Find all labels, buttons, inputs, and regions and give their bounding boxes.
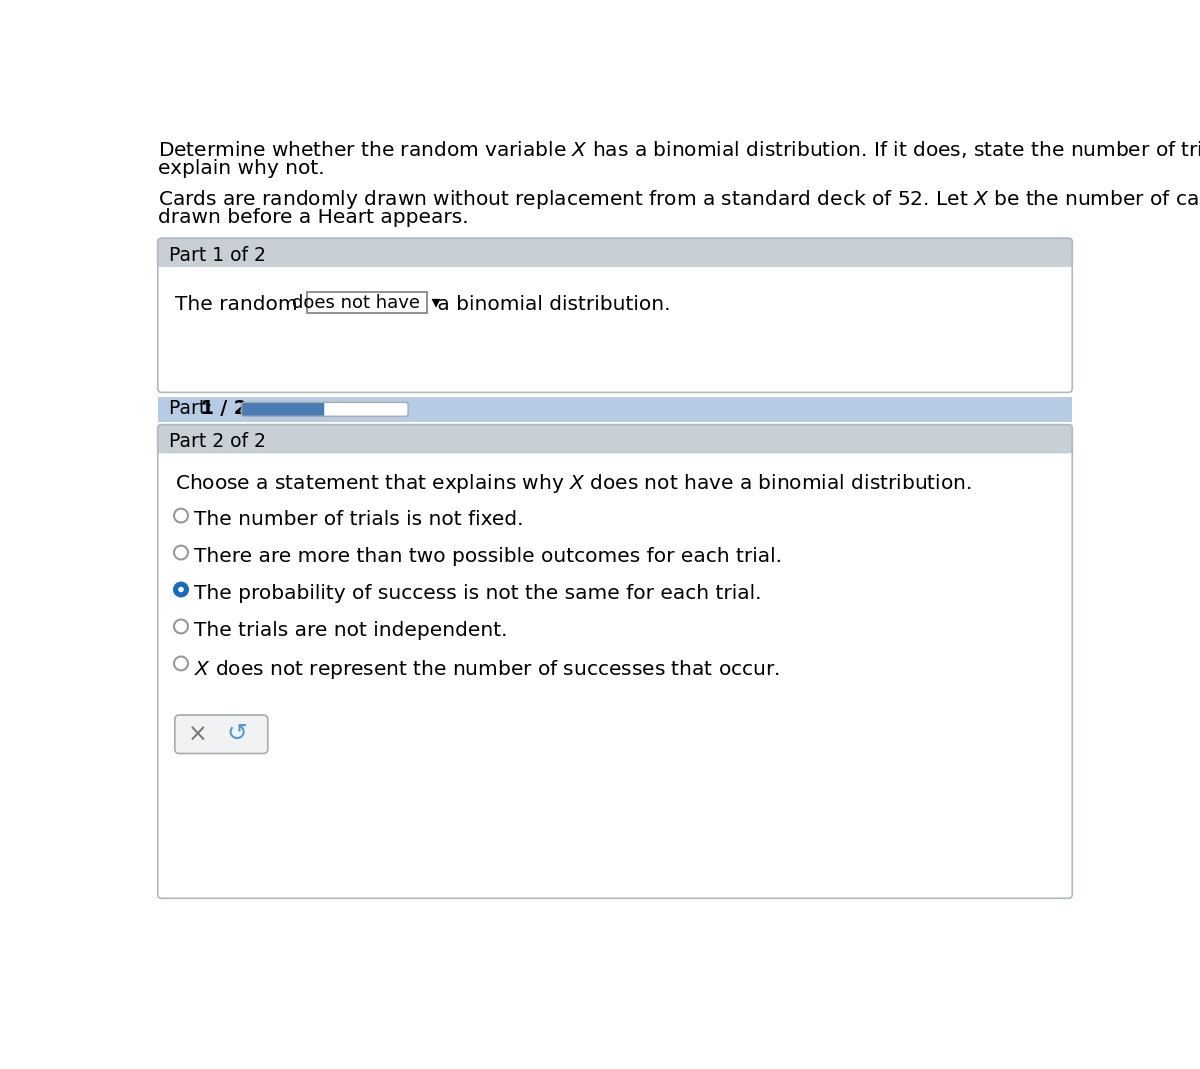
Circle shape — [174, 656, 188, 670]
FancyBboxPatch shape — [241, 402, 324, 416]
Text: $X$ does not represent the number of successes that occur.: $X$ does not represent the number of suc… — [194, 659, 780, 681]
Bar — [158, 446, 1072, 453]
Bar — [158, 260, 1072, 267]
Circle shape — [174, 583, 188, 597]
Text: The probability of success is not the same for each trial.: The probability of success is not the sa… — [194, 584, 762, 603]
Text: There are more than two possible outcomes for each trial.: There are more than two possible outcome… — [194, 547, 782, 567]
Text: Choose a statement that explains why $X$ does not have a binomial distribution.: Choose a statement that explains why $X$… — [175, 471, 972, 495]
Text: Part 1 of 2: Part 1 of 2 — [169, 246, 266, 265]
Circle shape — [174, 620, 188, 634]
Bar — [157, 397, 1073, 421]
Text: Part:: Part: — [168, 399, 218, 418]
Text: does not have  ▾: does not have ▾ — [293, 294, 440, 312]
Text: The random variable: The random variable — [175, 295, 391, 314]
Text: ↺: ↺ — [227, 723, 247, 746]
Text: explain why not.: explain why not. — [157, 159, 324, 179]
Bar — [306, 292, 427, 313]
Text: Part 2 of 2: Part 2 of 2 — [169, 433, 266, 451]
Text: a binomial distribution.: a binomial distribution. — [431, 295, 671, 314]
Text: Cards are randomly drawn without replacement from a standard deck of 52. Let $X$: Cards are randomly drawn without replace… — [157, 188, 1200, 212]
Text: Determine whether the random variable $X$ has a binomial distribution. If it doe: Determine whether the random variable $X… — [157, 139, 1200, 160]
FancyBboxPatch shape — [324, 402, 408, 416]
Text: 1 / 2: 1 / 2 — [202, 399, 247, 418]
Text: The trials are not independent.: The trials are not independent. — [194, 621, 508, 640]
Circle shape — [174, 509, 188, 523]
Circle shape — [174, 545, 188, 559]
Circle shape — [179, 587, 184, 592]
Text: The number of trials is not fixed.: The number of trials is not fixed. — [194, 510, 523, 529]
FancyBboxPatch shape — [157, 238, 1073, 266]
FancyBboxPatch shape — [175, 715, 268, 754]
FancyBboxPatch shape — [157, 424, 1073, 898]
Text: drawn before a Heart appears.: drawn before a Heart appears. — [157, 208, 468, 228]
FancyBboxPatch shape — [157, 238, 1073, 392]
Text: ×: × — [188, 723, 208, 746]
FancyBboxPatch shape — [157, 424, 1073, 452]
